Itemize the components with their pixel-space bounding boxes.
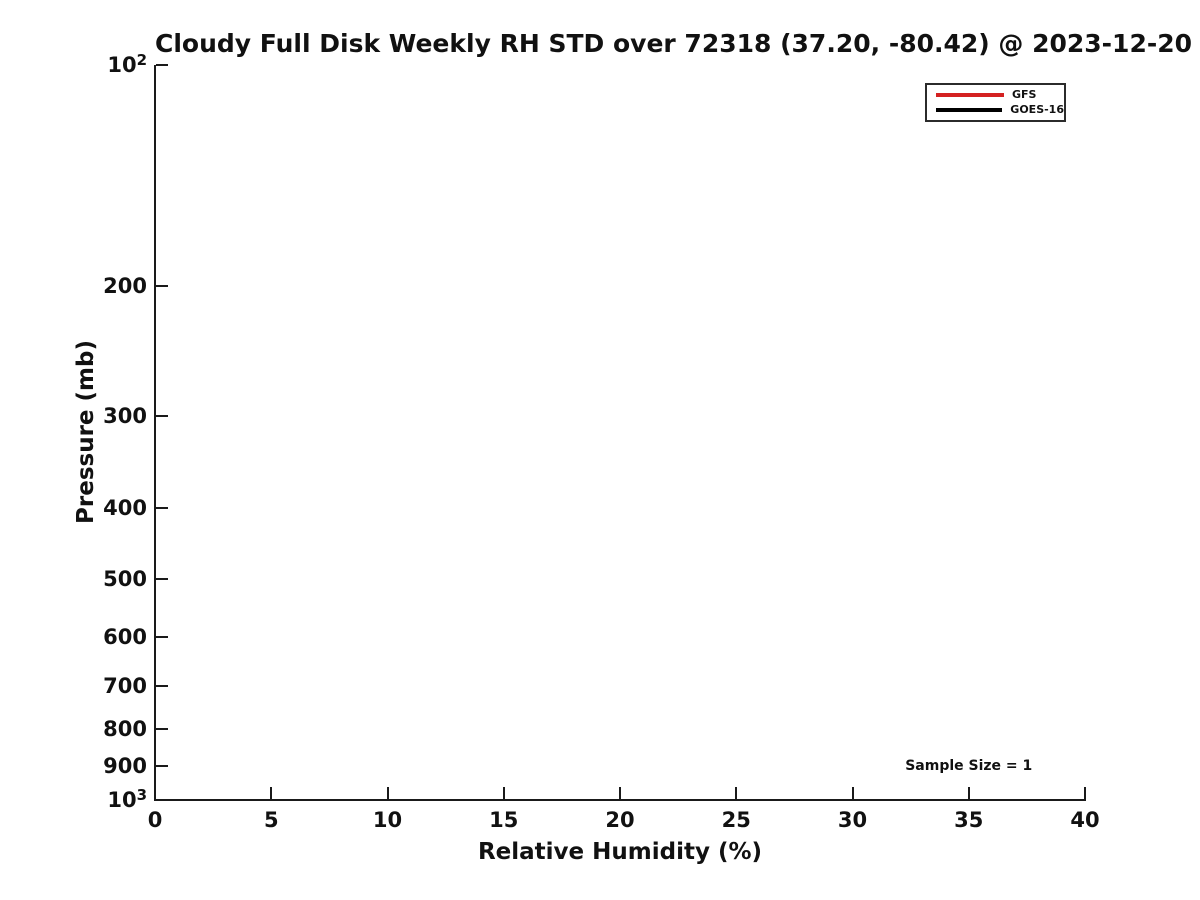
- y-tick: [156, 577, 168, 580]
- x-tick-label: 5: [263, 808, 279, 832]
- x-tick: [386, 787, 389, 799]
- x-axis-label: Relative Humidity (%): [477, 839, 763, 865]
- y-tick-label: 300: [103, 403, 147, 428]
- x-axis-spine: [154, 799, 1086, 801]
- legend-entry-goes16: GOES-16: [936, 104, 1064, 116]
- y-tick: [156, 506, 168, 509]
- y-tick: [156, 727, 168, 730]
- gfs-line-sample: [936, 93, 1004, 97]
- x-tick-label: 20: [605, 808, 635, 832]
- x-tick: [270, 787, 273, 799]
- x-tick-label: 30: [837, 808, 868, 832]
- legend: GFS GOES-16: [925, 83, 1066, 122]
- x-tick-label: 25: [721, 808, 751, 832]
- x-tick: [1084, 787, 1086, 799]
- x-tick: [502, 787, 505, 799]
- x-tick: [619, 787, 621, 799]
- y-axis-spine: [154, 65, 156, 801]
- x-tick: [735, 787, 738, 799]
- x-tick: [154, 787, 156, 799]
- x-tick-label: 0: [147, 808, 163, 832]
- x-tick-label: 10: [372, 808, 403, 832]
- y-tick: [156, 799, 168, 801]
- x-tick: [851, 787, 854, 799]
- x-tick-label: 35: [954, 808, 984, 832]
- y-tick: [156, 765, 168, 768]
- goes16-line-sample: [936, 108, 1003, 112]
- x-tick-label: 40: [1070, 808, 1100, 832]
- y-tick-label: 700: [103, 674, 147, 699]
- y-tick: [156, 285, 168, 288]
- y-tick-label: 900: [103, 754, 147, 779]
- y-tick-label: 102: [107, 51, 147, 78]
- y-tick: [156, 64, 168, 66]
- y-tick-label: 200: [103, 274, 147, 299]
- legend-entry-gfs: GFS: [936, 89, 1064, 101]
- y-tick-label: 103: [107, 786, 147, 813]
- y-tick-label: 500: [103, 566, 147, 591]
- y-tick-label: 800: [103, 716, 147, 741]
- y-tick: [156, 414, 168, 417]
- chart-title: Cloudy Full Disk Weekly RH STD over 7231…: [155, 29, 1193, 58]
- y-tick-label: 400: [103, 495, 147, 520]
- sample-size-annotation: Sample Size = 1: [905, 758, 1033, 775]
- x-tick: [967, 787, 970, 799]
- y-tick-label: 600: [103, 624, 147, 649]
- legend-label-goes16: GOES-16: [1010, 103, 1064, 116]
- x-tick-label: 15: [489, 808, 519, 832]
- legend-label-gfs: GFS: [1012, 88, 1037, 101]
- y-tick: [156, 685, 168, 688]
- y-tick: [156, 635, 168, 638]
